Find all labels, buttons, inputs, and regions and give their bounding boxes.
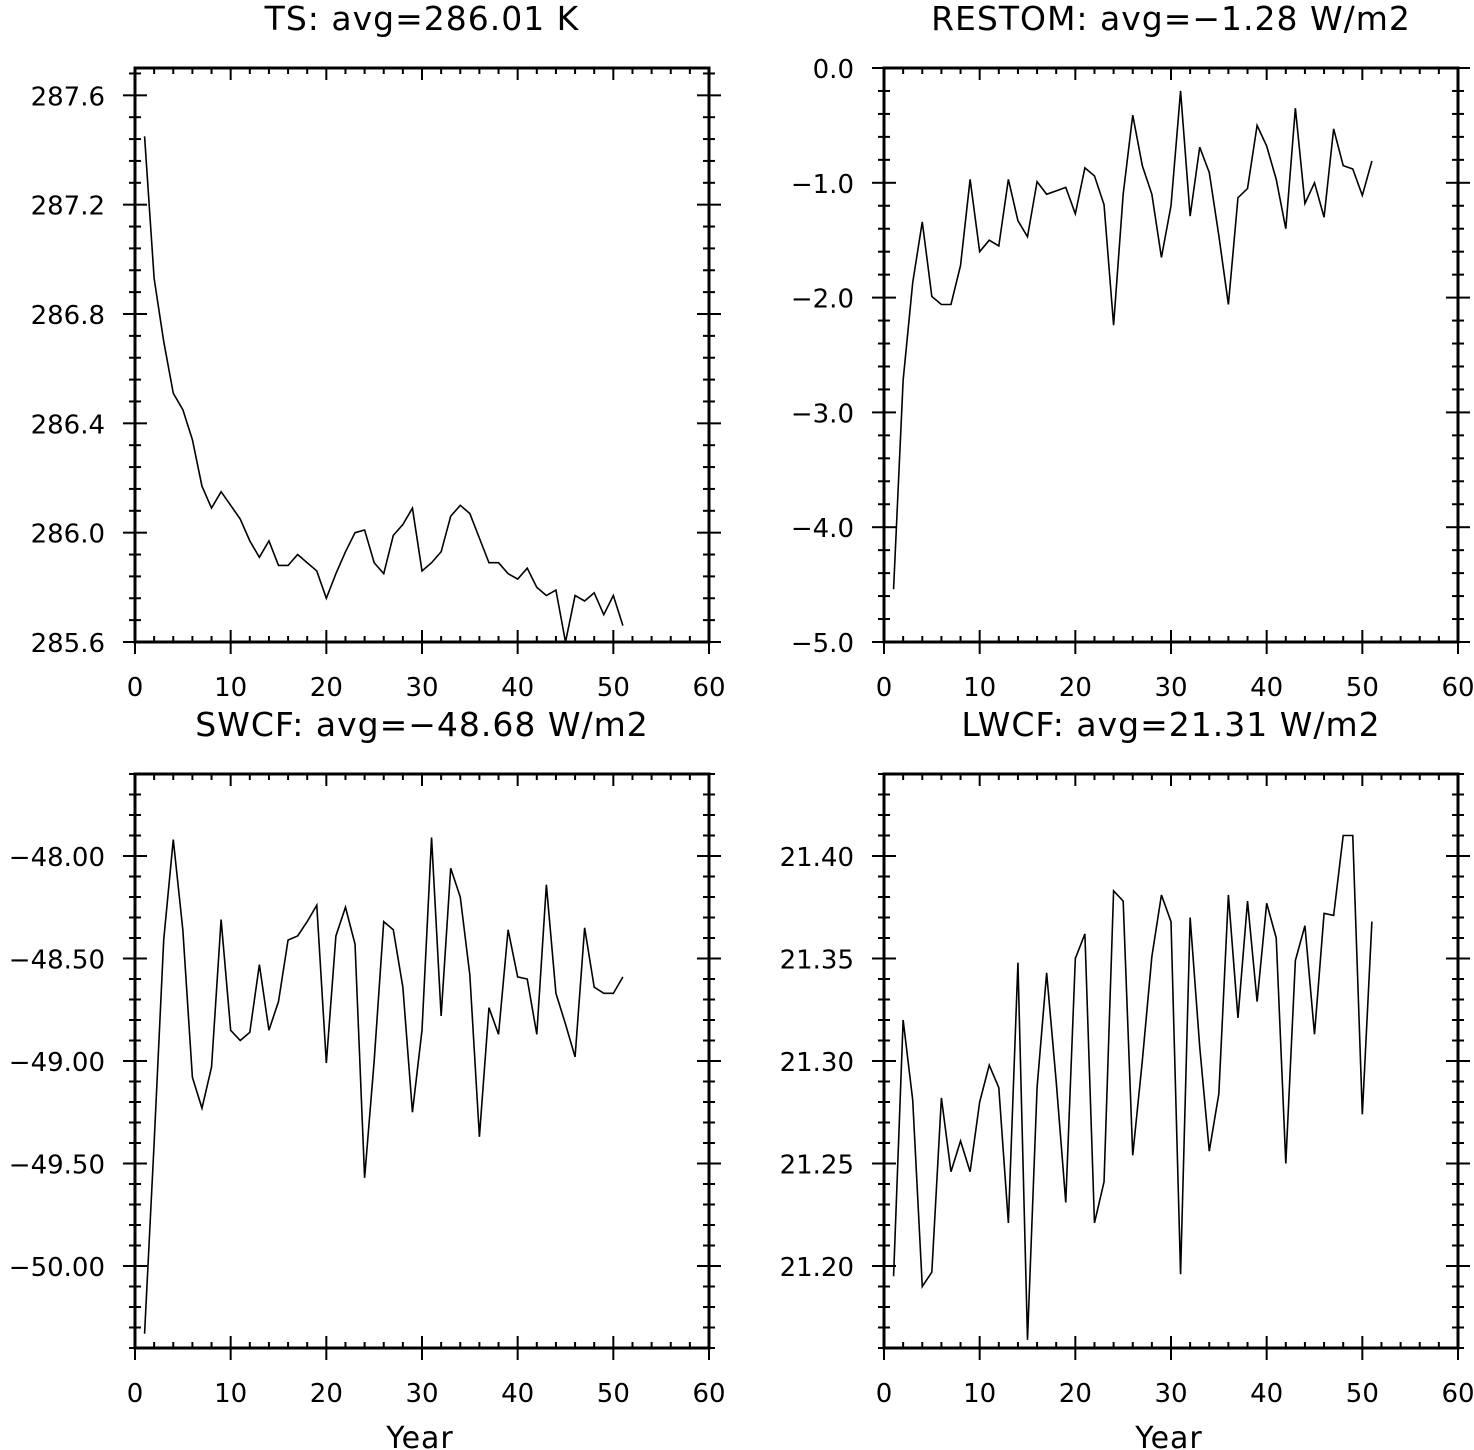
- x-tick-label: 40: [501, 1379, 534, 1409]
- chart-title: RESTOM: avg=−1.28 W/m2: [931, 0, 1411, 38]
- plot-frame: [882, 66, 1460, 644]
- y-tick-label: 287.6: [31, 82, 105, 112]
- chart-title: LWCF: avg=21.31 W/m2: [961, 705, 1380, 744]
- series-line: [143, 837, 624, 1334]
- x-tick-label: 10: [214, 673, 247, 703]
- x-tick-label: 20: [310, 1379, 343, 1409]
- x-tick-label: 20: [1059, 1379, 1092, 1409]
- y-tick-label: 21.20: [780, 1253, 854, 1283]
- y-tick-label: −49.00: [9, 1048, 105, 1078]
- y-tick-label: 21.40: [780, 843, 854, 873]
- plot-frame: [133, 66, 711, 644]
- y-tick-label: −3.0: [791, 399, 854, 429]
- x-tick-label: 0: [876, 1379, 893, 1409]
- chart-title: SWCF: avg=−48.68 W/m2: [195, 705, 649, 744]
- x-tick-label: 40: [1250, 1379, 1283, 1409]
- series-line: [143, 136, 624, 643]
- y-tick-label: 21.35: [780, 946, 854, 976]
- x-tick-label: 60: [1441, 1379, 1474, 1409]
- y-tick-label: −50.00: [9, 1253, 105, 1283]
- panel-4: LWCF: avg=21.31 W/m2 0 10 20 30 40 50 60 21.20 21…: [780, 705, 1474, 1450]
- x-tick-label: 50: [1346, 673, 1379, 703]
- x-tick-label: 40: [501, 673, 534, 703]
- y-tick-label: 285.6: [31, 629, 105, 659]
- panel-2: RESTOM: avg=−1.28 W/m2 0 10 20 30 40 50 60 −5.0 −…: [791, 0, 1474, 703]
- x-tick-label: 10: [214, 1379, 247, 1409]
- x-tick-label: 30: [1154, 1379, 1187, 1409]
- x-tick-label: 20: [1059, 673, 1092, 703]
- series-line: [892, 90, 1373, 590]
- y-tick-label: 286.8: [31, 301, 105, 331]
- x-tick-label: 0: [127, 1379, 144, 1409]
- y-tick-label: −49.50: [9, 1151, 105, 1181]
- x-tick-label: 30: [1154, 673, 1187, 703]
- y-tick-label: −2.0: [791, 285, 854, 315]
- x-tick-label: 30: [405, 673, 438, 703]
- x-tick-label: 50: [597, 1379, 630, 1409]
- y-tick-label: 286.4: [31, 410, 105, 440]
- y-tick-label: 21.30: [780, 1048, 854, 1078]
- panel-3: SWCF: avg=−48.68 W/m2 0 10 20 30 40 50 60 −50.00…: [9, 705, 726, 1450]
- y-tick-label: −5.0: [791, 629, 854, 659]
- y-tick-label: −1.0: [791, 170, 854, 200]
- x-axis-label: Year: [1134, 1421, 1203, 1450]
- y-tick-label: 21.25: [780, 1151, 854, 1181]
- x-tick-label: 40: [1250, 673, 1283, 703]
- x-tick-label: 50: [597, 673, 630, 703]
- plot-frame: [882, 772, 1460, 1350]
- x-tick-label: 50: [1346, 1379, 1379, 1409]
- x-tick-label: 60: [1441, 673, 1474, 703]
- y-tick-label: 286.0: [31, 520, 105, 550]
- y-tick-label: 287.2: [31, 192, 105, 222]
- y-tick-label: −48.50: [9, 946, 105, 976]
- x-tick-label: 10: [963, 673, 996, 703]
- x-tick-label: 0: [127, 673, 144, 703]
- panel-1: TS: avg=286.01 K 0 10 20 30 40 50 60 285.6 286.0 2…: [31, 0, 726, 703]
- chart-title: TS: avg=286.01 K: [264, 0, 580, 38]
- y-tick-label: −4.0: [791, 514, 854, 544]
- x-tick-label: 60: [692, 1379, 725, 1409]
- x-tick-label: 20: [310, 673, 343, 703]
- x-tick-label: 10: [963, 1379, 996, 1409]
- x-tick-label: 0: [876, 673, 893, 703]
- series-line: [892, 834, 1373, 1340]
- x-tick-label: 60: [692, 673, 725, 703]
- x-tick-label: 30: [405, 1379, 438, 1409]
- x-axis-label: Year: [385, 1421, 454, 1450]
- plot-frame: [133, 772, 711, 1350]
- y-tick-label: 0.0: [813, 55, 854, 85]
- y-tick-label: −48.00: [9, 843, 105, 873]
